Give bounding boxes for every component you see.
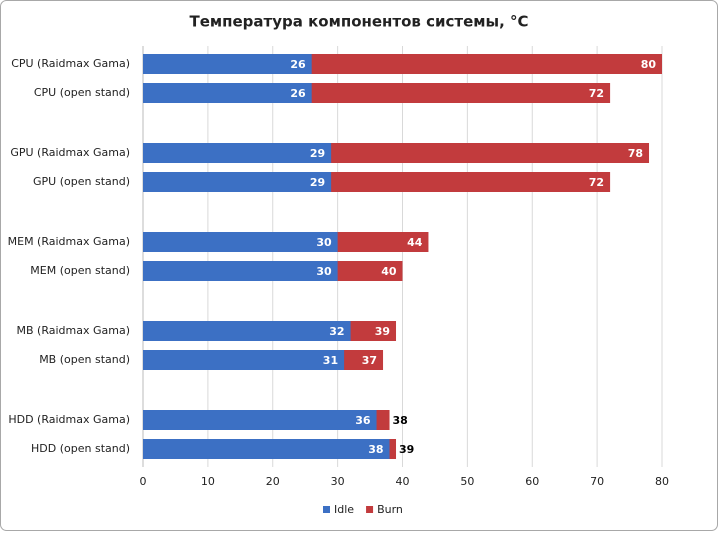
x-tick-label: 0: [140, 475, 147, 488]
bar: [143, 172, 332, 192]
y-tick-label: MB (open stand): [39, 353, 130, 366]
data-label: 44: [407, 236, 423, 249]
data-label: 40: [381, 265, 397, 278]
y-tick-label: GPU (open stand): [33, 175, 130, 188]
data-label: 36: [355, 414, 371, 427]
y-tick-label: GPU (Raidmax Gama): [10, 146, 130, 159]
data-label: 38: [368, 443, 383, 456]
y-tick-label: MB (Raidmax Gama): [17, 324, 130, 337]
x-tick-label: 40: [396, 475, 410, 488]
bar: [143, 232, 338, 252]
x-tick-label: 80: [655, 475, 669, 488]
data-label: 29: [310, 147, 325, 160]
bar: [143, 321, 351, 341]
data-label: 78: [628, 147, 643, 160]
data-label: 26: [290, 58, 306, 71]
data-label: 80: [641, 58, 657, 71]
x-tick-label: 30: [331, 475, 345, 488]
data-label: 26: [290, 87, 306, 100]
bar: [143, 261, 338, 281]
x-tick-label: 10: [201, 475, 215, 488]
y-tick-label: HDD (Raidmax Gama): [8, 413, 130, 426]
x-tick-label: 70: [590, 475, 604, 488]
data-label: 31: [323, 354, 338, 367]
x-tick-label: 20: [266, 475, 280, 488]
y-tick-label: CPU (Raidmax Gama): [11, 57, 130, 70]
x-tick-label: 60: [525, 475, 539, 488]
bar: [143, 143, 332, 163]
data-label: 29: [310, 176, 325, 189]
data-label: 72: [589, 87, 604, 100]
bar: [143, 439, 390, 459]
data-label: 37: [362, 354, 377, 367]
x-tick-label: 50: [460, 475, 474, 488]
legend-label: Burn: [377, 503, 403, 516]
y-tick-label: HDD (open stand): [31, 442, 130, 455]
bar: [143, 83, 312, 103]
legend-swatch: [323, 506, 330, 513]
y-tick-label: MEM (Raidmax Gama): [8, 235, 130, 248]
bar: [143, 350, 345, 370]
data-label: 38: [393, 414, 408, 427]
chart-title: Температура компонентов системы, °C: [189, 13, 528, 31]
bar: [143, 54, 312, 74]
data-label: 30: [316, 265, 332, 278]
data-label: 30: [316, 236, 332, 249]
data-label: 39: [375, 325, 390, 338]
y-tick-label: CPU (open stand): [34, 86, 130, 99]
data-label: 72: [589, 176, 604, 189]
data-label: 39: [399, 443, 414, 456]
legend-swatch: [366, 506, 374, 513]
bar: [143, 410, 377, 430]
y-tick-label: MEM (open stand): [30, 264, 130, 277]
data-label: 32: [329, 325, 344, 338]
legend-label: Idle: [334, 503, 354, 516]
